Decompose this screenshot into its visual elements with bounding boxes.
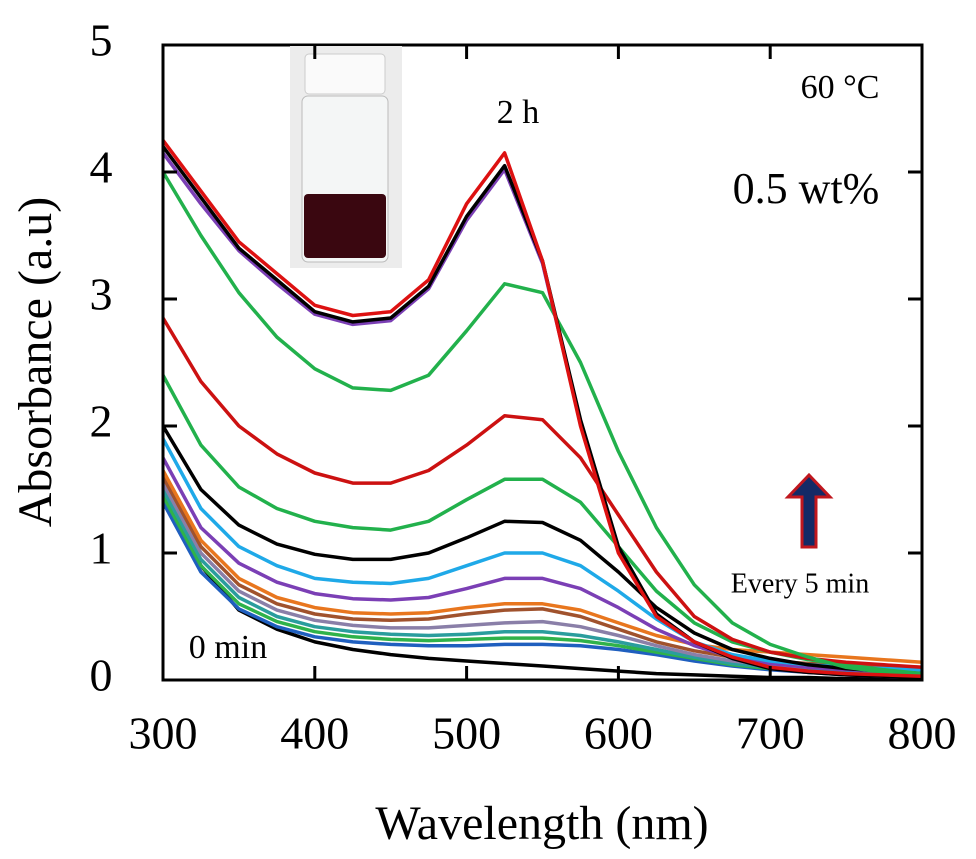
spectrum-line	[161, 425, 923, 676]
annotation: Every 5 min	[731, 568, 869, 599]
x-tick-label: 600	[584, 708, 653, 759]
x-axis-title: Wavelength (nm)	[375, 797, 708, 850]
spectrum-line	[161, 317, 923, 670]
x-tick-label: 300	[129, 708, 198, 759]
y-axis-title: Absorbance (a.u)	[9, 197, 62, 528]
inset-vial	[290, 46, 402, 268]
y-tick-label: 0	[90, 650, 113, 701]
y-tick-label: 5	[90, 15, 113, 66]
x-tick-label: 700	[736, 708, 805, 759]
spectrum-line	[161, 171, 923, 678]
y-tick-label: 1	[90, 523, 113, 574]
x-tick-label: 500	[432, 708, 501, 759]
vial-cap	[304, 53, 386, 95]
spectrum-line	[161, 139, 923, 678]
annotation: 0 min	[189, 629, 267, 666]
y-tick-label: 2	[90, 396, 113, 447]
arrow	[784, 472, 834, 549]
spectrum-line	[161, 488, 922, 681]
vial-liquid	[304, 194, 386, 258]
x-tick-label: 400	[280, 708, 349, 759]
annotation: 0.5 wt%	[733, 164, 880, 213]
spectrum-line	[161, 437, 923, 672]
annotation: 60 °C	[801, 69, 880, 106]
annotation: 2 h	[497, 94, 540, 131]
y-tick-label: 3	[90, 269, 113, 320]
y-tick-label: 4	[90, 142, 113, 193]
plot-frame	[161, 43, 924, 682]
spectrum-line	[161, 456, 923, 675]
x-tick-label: 800	[888, 708, 957, 759]
plot-area	[161, 139, 923, 681]
